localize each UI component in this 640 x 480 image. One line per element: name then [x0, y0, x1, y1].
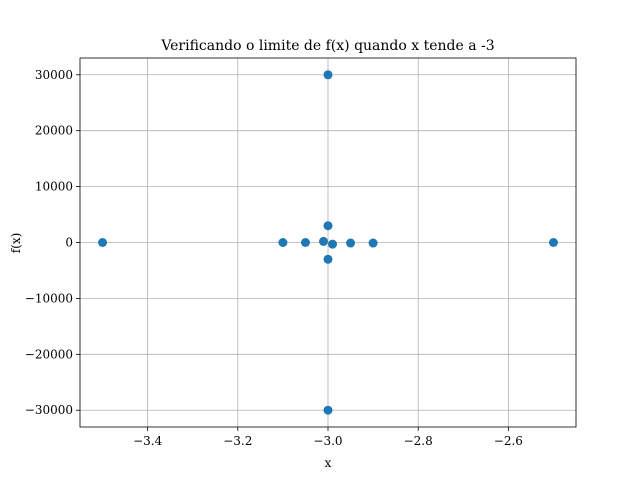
plot-frame: [79, 57, 577, 428]
y-axis-label: f(x): [9, 233, 23, 254]
data-point: [323, 254, 333, 264]
x-axis-label: x: [325, 456, 332, 470]
y-tick-label: 0: [65, 236, 73, 250]
y-tick-label: −30000: [25, 403, 73, 417]
y-tick-label: −10000: [25, 291, 73, 305]
data-point: [328, 239, 338, 249]
y-tick-label: 20000: [35, 124, 73, 138]
data-point: [323, 221, 333, 231]
data-point: [318, 236, 328, 246]
y-axis-ticks: 30000 20000 10000 0 −10000 −20000 −30000: [25, 68, 80, 417]
x-tick-label: −2.6: [494, 434, 523, 448]
data-point: [346, 238, 356, 248]
x-tick-label: −2.8: [404, 434, 433, 448]
y-tick-label: 30000: [35, 68, 73, 82]
x-tick-label: −3.4: [133, 434, 163, 448]
data-point: [548, 238, 558, 247]
data-point: [98, 238, 108, 247]
x-tick-label: −3.0: [313, 434, 342, 448]
data-point: [323, 405, 333, 415]
y-tick-label: −20000: [25, 347, 73, 361]
data-point: [278, 238, 288, 247]
data-point: [368, 238, 378, 248]
chart-title: Verificando o limite de f(x) quando x te…: [160, 38, 494, 54]
grid-lines: [80, 58, 576, 427]
x-tick-label: −3.2: [223, 434, 252, 448]
y-tick-label: 10000: [35, 180, 73, 194]
x-axis-ticks: −3.4 −3.2 −3.0 −2.8 −2.6: [133, 427, 523, 448]
data-points: [98, 70, 558, 415]
data-point: [300, 238, 310, 247]
data-point: [323, 70, 333, 80]
